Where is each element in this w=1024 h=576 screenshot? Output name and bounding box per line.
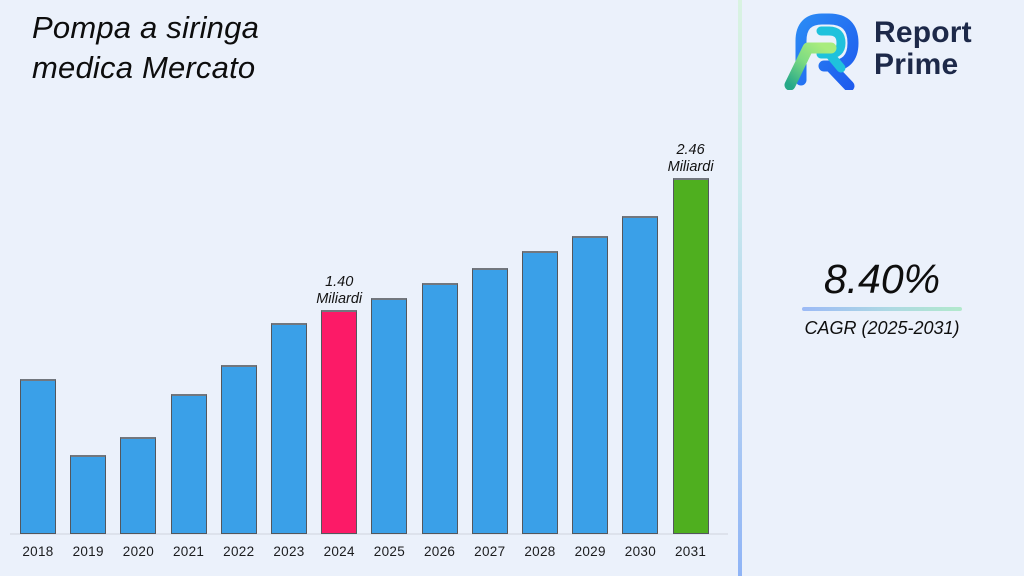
bar-label-2031: 2.46 Miliardi [645, 142, 737, 176]
x-tick-2027: 2027 [474, 544, 506, 559]
bar-2029 [572, 236, 609, 534]
bar-2028 [522, 251, 558, 534]
bar-2031 [672, 178, 709, 534]
bar-2030 [622, 216, 659, 534]
bar-2021 [170, 394, 207, 534]
x-axis-line [10, 533, 728, 535]
bar-2024 [321, 310, 358, 534]
logo-text-line2: Prime [874, 48, 959, 81]
vertical-divider [738, 0, 742, 576]
cagr-value: 8.40% [823, 256, 941, 302]
bar-2019 [70, 455, 107, 534]
bar-label-value: 2.46 [676, 142, 705, 158]
x-tick-2025: 2025 [373, 544, 405, 559]
x-tick-2024: 2024 [323, 544, 355, 559]
logo-text: Report Prime [874, 17, 972, 81]
x-tick-2030: 2030 [624, 544, 656, 559]
bar-label-value: 1.40 [325, 274, 354, 290]
x-tick-2023: 2023 [273, 544, 305, 559]
bar-label-unit: Miliardi [667, 159, 714, 175]
bar-2018 [20, 379, 56, 534]
x-tick-2026: 2026 [423, 544, 456, 559]
page-title-line2: medica Mercato [32, 50, 256, 85]
bar-2025 [371, 298, 408, 534]
page-title-line1: Pompa a siringa [32, 10, 260, 45]
x-tick-2021: 2021 [172, 544, 205, 559]
logo-text-line1: Report [874, 16, 972, 49]
report-prime-logo: Report Prime [784, 8, 972, 90]
x-tick-2019: 2019 [72, 544, 104, 559]
x-tick-2031: 2031 [674, 544, 707, 559]
bar-2020 [120, 437, 157, 534]
bar-2023 [271, 323, 307, 534]
page-title: Pompa a siringa medica Mercato [32, 8, 259, 88]
cagr-block: 8.40% CAGR (2025-2031) [772, 256, 992, 338]
x-tick-2029: 2029 [574, 544, 606, 559]
report-prime-logo-icon [784, 13, 859, 90]
x-tick-2020: 2020 [122, 544, 154, 559]
bar-label-unit: Miliardi [316, 291, 363, 307]
x-tick-2022: 2022 [223, 544, 255, 559]
bar-label-2024: 1.40 Miliardi [293, 274, 385, 308]
x-tick-2028: 2028 [524, 544, 556, 559]
bar-2022 [220, 365, 257, 534]
x-tick-2018: 2018 [22, 544, 54, 559]
cagr-underline [802, 307, 962, 311]
bar-2027 [471, 268, 508, 534]
bar-2026 [421, 283, 458, 534]
cagr-label: CAGR (2025-2031) [804, 318, 960, 338]
